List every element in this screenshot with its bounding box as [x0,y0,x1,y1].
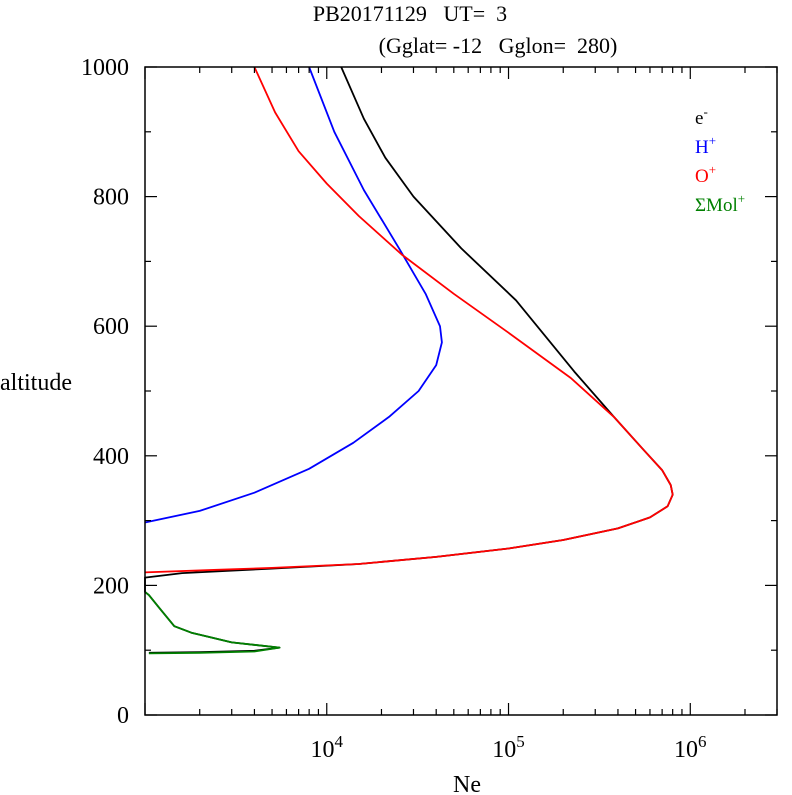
chart-title: PB20171129 UT= 3 [313,1,507,26]
y-tick-label: 1000 [81,55,129,81]
axis-ticks-group [144,66,778,716]
tick-labels-group: 0 200 400 600 800 1000 104 105 106 [81,55,707,763]
y-tick-label: 0 [117,703,129,729]
y-axis-label: altitude [0,370,72,396]
x-axis-label: Ne [453,772,481,795]
legend-entry-0: e- [695,104,708,129]
data-series-group [144,66,674,655]
legend: e- H+ O+ ΣMol+ [695,104,745,216]
x-tick-label: 105 [492,732,525,763]
series-line-2 [144,66,674,574]
y-tick-label: 600 [93,314,129,340]
legend-entry-2: O+ [695,162,716,187]
chart-subtitle: (Gglat= -12 Gglon= 280) [379,33,618,58]
x-tick-label: 104 [311,732,344,763]
y-tick-label: 800 [93,185,129,211]
plot-frame [144,66,778,716]
legend-entry-1: H+ [695,133,716,158]
x-tick-label: 106 [674,732,707,763]
y-tick-label: 200 [93,573,129,599]
series-line-3 [144,591,281,655]
y-tick-label: 400 [93,444,129,470]
series-line-0 [144,66,674,654]
series-line-1 [144,66,443,524]
legend-entry-3: ΣMol+ [695,191,745,216]
